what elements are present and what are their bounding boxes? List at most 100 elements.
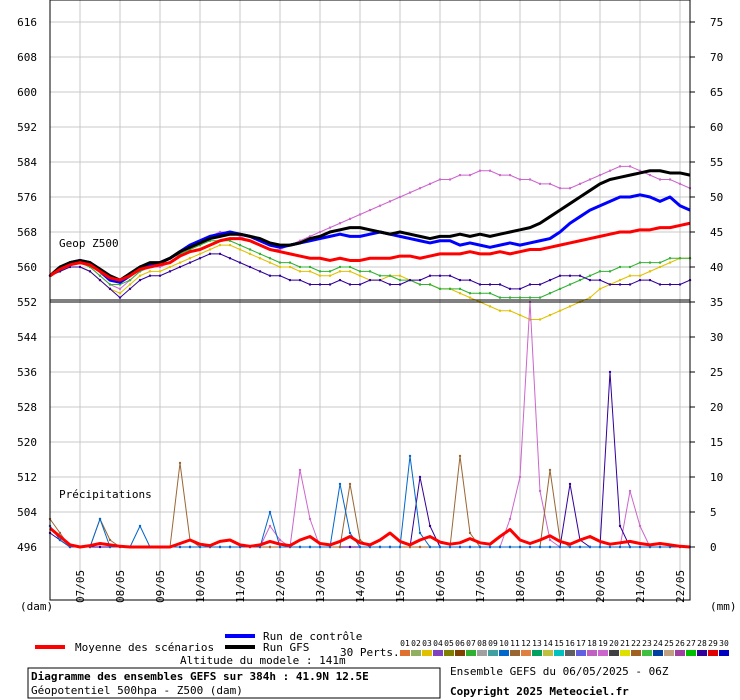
point <box>198 257 202 260</box>
pert-number: 27 <box>686 639 696 648</box>
point <box>108 283 112 286</box>
perts-legend: 01 02 03 04 05 06 07 08 09 10 11 12 13 14 15 16 17 18 19 20… <box>400 639 729 656</box>
y2-tick-label: 5 <box>710 506 717 519</box>
point <box>308 270 312 273</box>
point <box>218 252 222 256</box>
point <box>608 270 612 273</box>
pert-number: 11 <box>510 639 520 648</box>
y-axis-label: (dam) <box>20 600 53 613</box>
y-tick-label: 568 <box>17 226 37 239</box>
point <box>348 283 352 286</box>
pert-number: 19 <box>598 639 608 648</box>
point <box>168 265 172 269</box>
x-tick-label: 14/05 <box>354 570 367 603</box>
point <box>268 261 272 264</box>
point <box>348 217 352 221</box>
point <box>548 278 552 282</box>
y2-tick-label: 35 <box>710 296 723 309</box>
point <box>678 283 682 286</box>
point <box>618 278 622 282</box>
pert-swatch <box>455 650 465 656</box>
point <box>358 538 362 542</box>
point <box>278 265 282 269</box>
point <box>538 283 542 286</box>
pert-swatch <box>466 650 476 656</box>
pert-number: 07 <box>466 639 476 648</box>
point <box>138 278 142 282</box>
point <box>348 270 352 273</box>
pert-swatch <box>609 650 619 656</box>
pert-number: 14 <box>543 639 553 648</box>
point <box>258 252 262 256</box>
point <box>478 169 482 172</box>
point <box>458 287 462 291</box>
y-tick-label: 504 <box>17 506 37 519</box>
point <box>648 545 652 549</box>
pert-number: 30 <box>719 639 729 648</box>
point <box>578 274 582 277</box>
point <box>98 274 102 277</box>
point <box>598 278 602 282</box>
point <box>348 545 352 549</box>
pert-swatch <box>510 650 520 656</box>
x-tick-label: 20/05 <box>594 570 607 603</box>
pert-swatch <box>488 650 498 656</box>
legend-label: Run GFS <box>263 641 309 654</box>
x-tick-label: 07/05 <box>74 570 87 603</box>
point <box>338 265 342 269</box>
point <box>478 283 482 286</box>
point <box>418 283 422 286</box>
pert-number: 25 <box>664 639 674 648</box>
point <box>498 309 502 312</box>
point <box>388 283 392 286</box>
point <box>318 274 322 277</box>
y-tick-label: 584 <box>17 156 37 169</box>
point <box>368 545 372 549</box>
point <box>428 545 432 549</box>
point <box>428 182 432 186</box>
point <box>648 278 652 282</box>
pert-number: 12 <box>521 639 531 648</box>
point <box>608 545 612 549</box>
point <box>458 292 462 295</box>
point <box>378 204 382 207</box>
pert-number: 29 <box>708 639 718 648</box>
y2-tick-label: 70 <box>710 51 723 64</box>
point <box>228 545 232 549</box>
point <box>398 283 402 286</box>
pert-number: 20 <box>609 639 619 648</box>
point <box>588 545 592 549</box>
point <box>138 274 142 277</box>
y2-tick-label: 10 <box>710 471 723 484</box>
point <box>198 252 202 256</box>
pert-number: 21 <box>620 639 630 648</box>
point <box>238 248 242 251</box>
point <box>438 274 442 277</box>
point <box>418 187 422 190</box>
pert-number: 26 <box>675 639 685 648</box>
point <box>668 261 672 264</box>
x-tick-label: 17/05 <box>474 570 487 603</box>
point <box>508 545 512 549</box>
footer-subtitle: Géopotentiel 500hpa - Z500 (dam) <box>31 684 243 697</box>
point <box>618 165 622 168</box>
point <box>268 545 272 549</box>
point <box>448 287 452 291</box>
point <box>448 545 452 549</box>
point <box>218 243 222 247</box>
y2-tick-label: 30 <box>710 331 723 344</box>
point <box>298 270 302 273</box>
point <box>318 283 322 286</box>
point <box>598 173 602 177</box>
point <box>268 257 272 260</box>
pert-number: 05 <box>444 639 454 648</box>
point <box>398 545 402 549</box>
point <box>118 292 122 295</box>
point <box>148 274 152 277</box>
point <box>338 482 342 486</box>
y-tick-label: 544 <box>17 331 37 344</box>
y2-tick-label: 75 <box>710 16 723 29</box>
point <box>228 257 232 260</box>
point <box>598 287 602 291</box>
x-tick-label: 19/05 <box>554 570 567 603</box>
